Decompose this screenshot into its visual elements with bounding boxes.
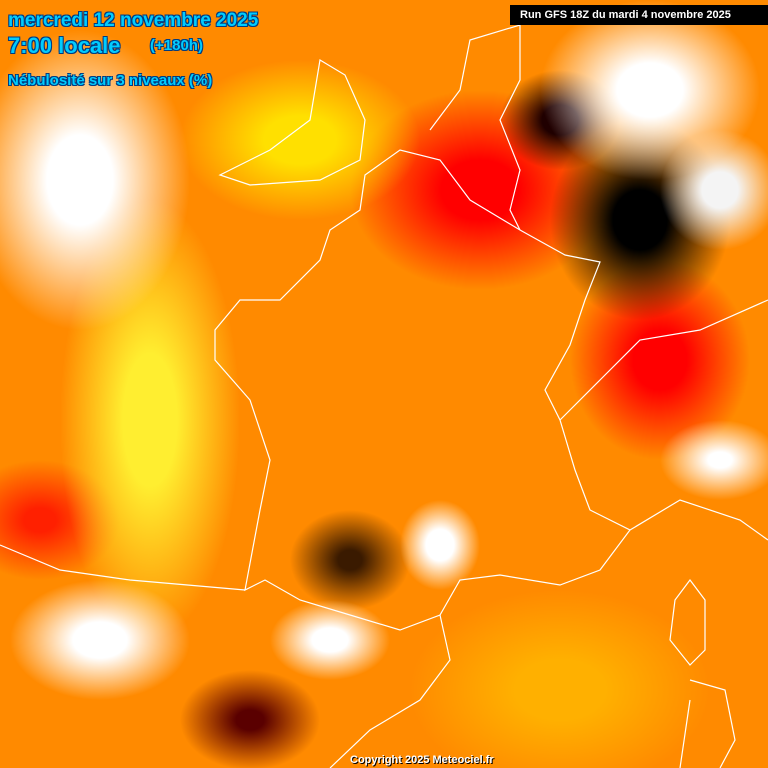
forecast-lead-time: (+180h) (150, 37, 203, 54)
forecast-date: mercredi 12 novembre 2025 (8, 10, 259, 31)
uk-coast (218, 59, 366, 186)
copyright: Copyright 2025 Meteociel.fr (350, 754, 494, 766)
sardinia-coast (679, 679, 736, 768)
benelux-germany-coast (429, 24, 521, 231)
parameter-label: Nébulosité sur 3 niveaux (%) (8, 72, 213, 89)
italy-coast (559, 299, 768, 541)
corsica-coast (669, 579, 706, 666)
model-run-label: Run GFS 18Z du mardi 4 novembre 2025 (510, 5, 768, 25)
iberia-coast (0, 544, 451, 768)
france-outline (214, 149, 631, 631)
forecast-time: 7:00 locale (8, 33, 121, 58)
